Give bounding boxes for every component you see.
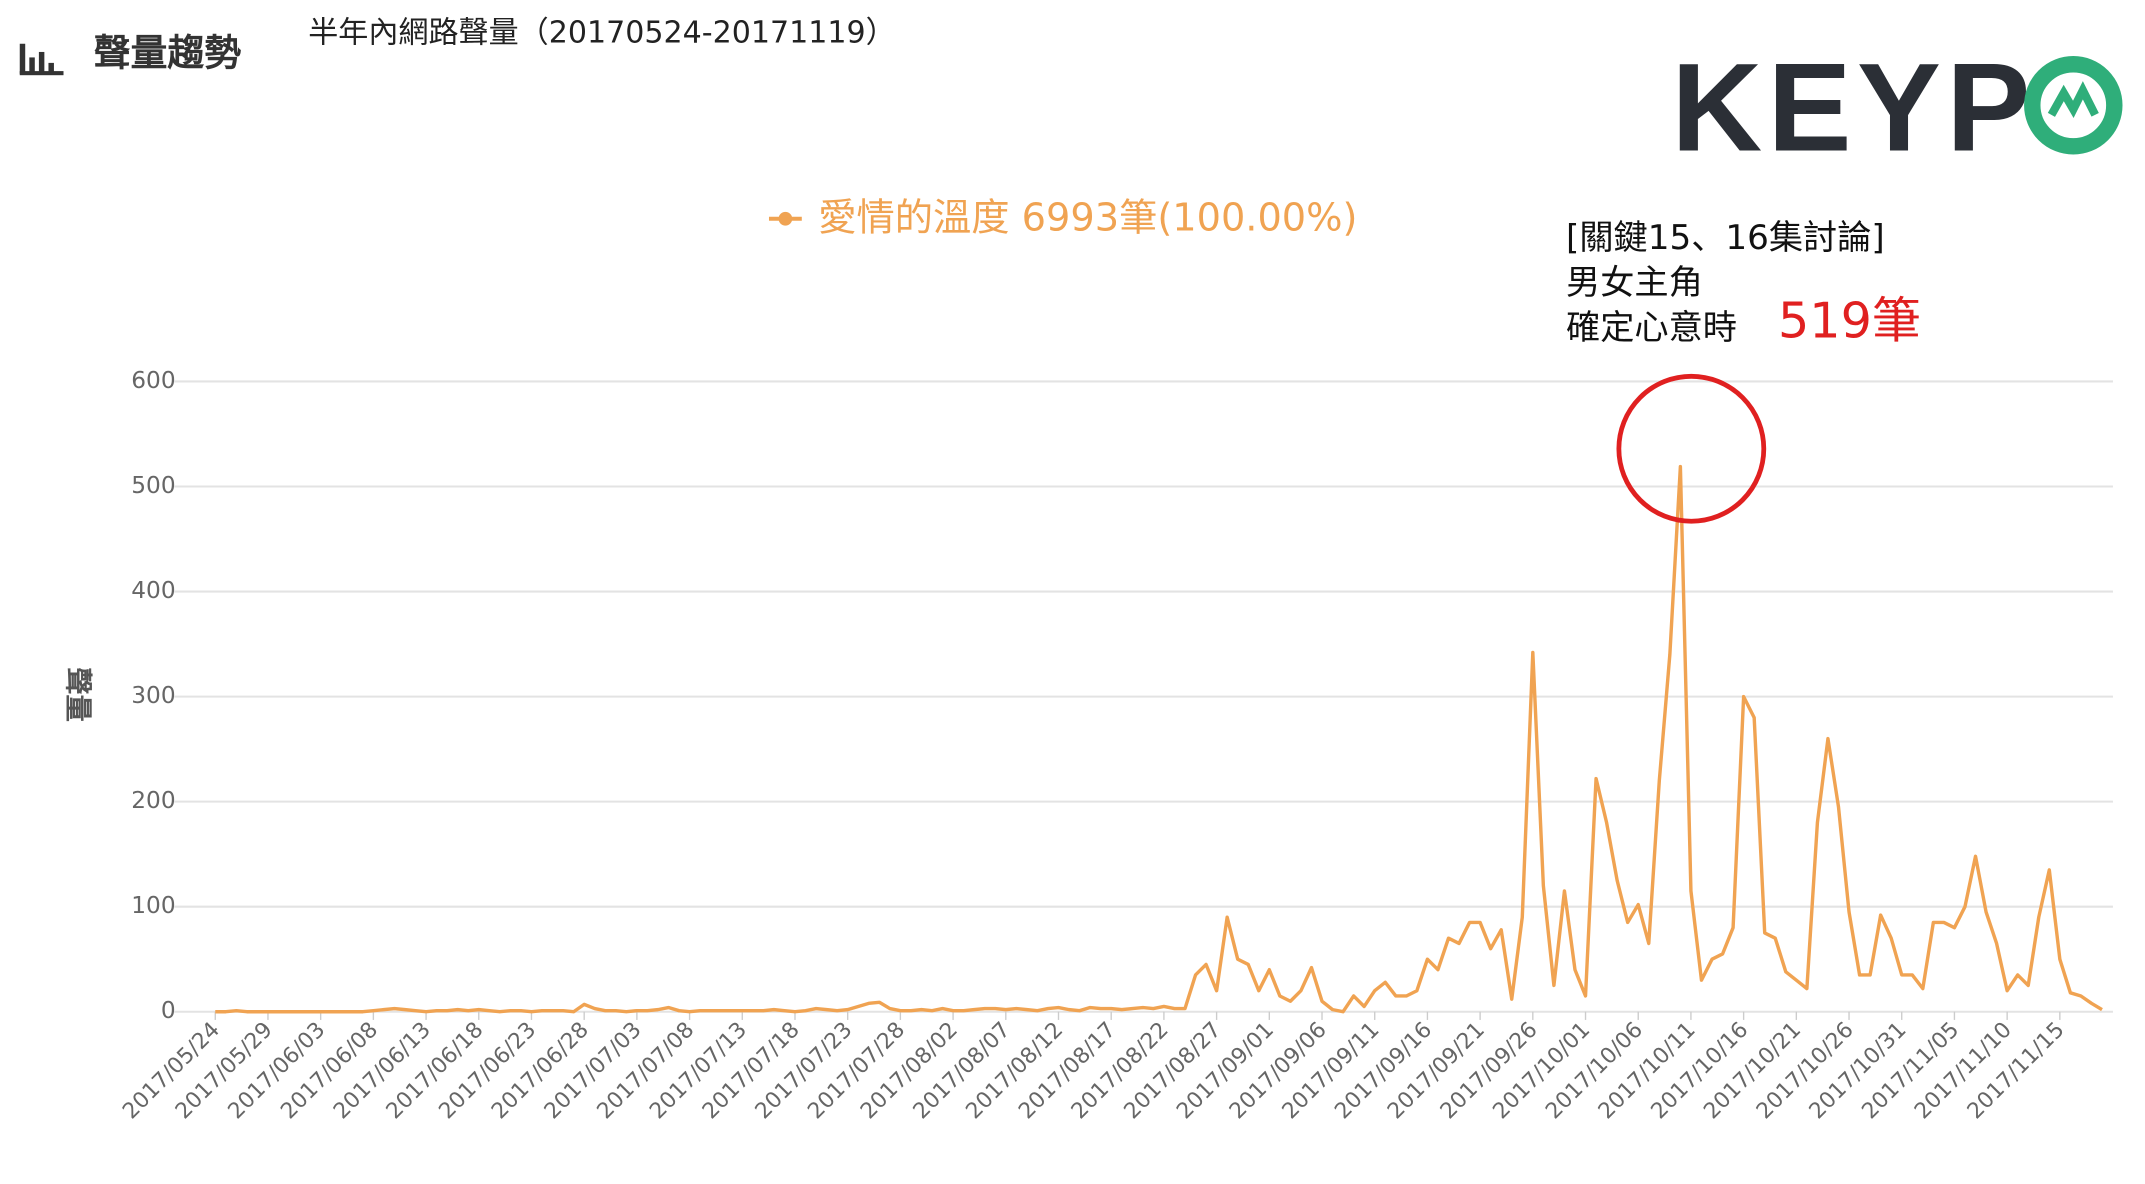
annotation-value: 519筆 [1778,292,1921,350]
y-tick-label: 300 [131,682,175,709]
chart-title: 半年內網路聲量（20170524-20171119） [308,15,895,50]
legend: 愛情的溫度 6993筆(100.00%) [768,196,1357,241]
legend-label: 愛情的溫度 6993筆(100.00%) [818,196,1357,241]
highlight-circle [1616,373,1767,524]
page-title: 聲量趨勢 [94,32,242,75]
annotation-line: 男女主角 [1566,263,1703,303]
y-tick-label: 0 [161,997,176,1024]
annotation-line: [關鍵15、16集討論] [1566,218,1885,258]
y-tick-label: 100 [131,892,175,919]
logo-text: KEYP [1671,36,2035,177]
y-tick-label: 400 [131,577,175,604]
annotation-line: 確定心意時 [1566,308,1737,348]
y-axis-label: 聲量 [62,667,93,722]
y-tick-label: 600 [131,367,175,394]
y-tick-label: 500 [131,472,175,499]
line-series [215,464,2103,1014]
logo: KEYP [1671,36,2123,177]
y-tick-label: 200 [131,787,175,814]
header-icon [19,43,64,76]
